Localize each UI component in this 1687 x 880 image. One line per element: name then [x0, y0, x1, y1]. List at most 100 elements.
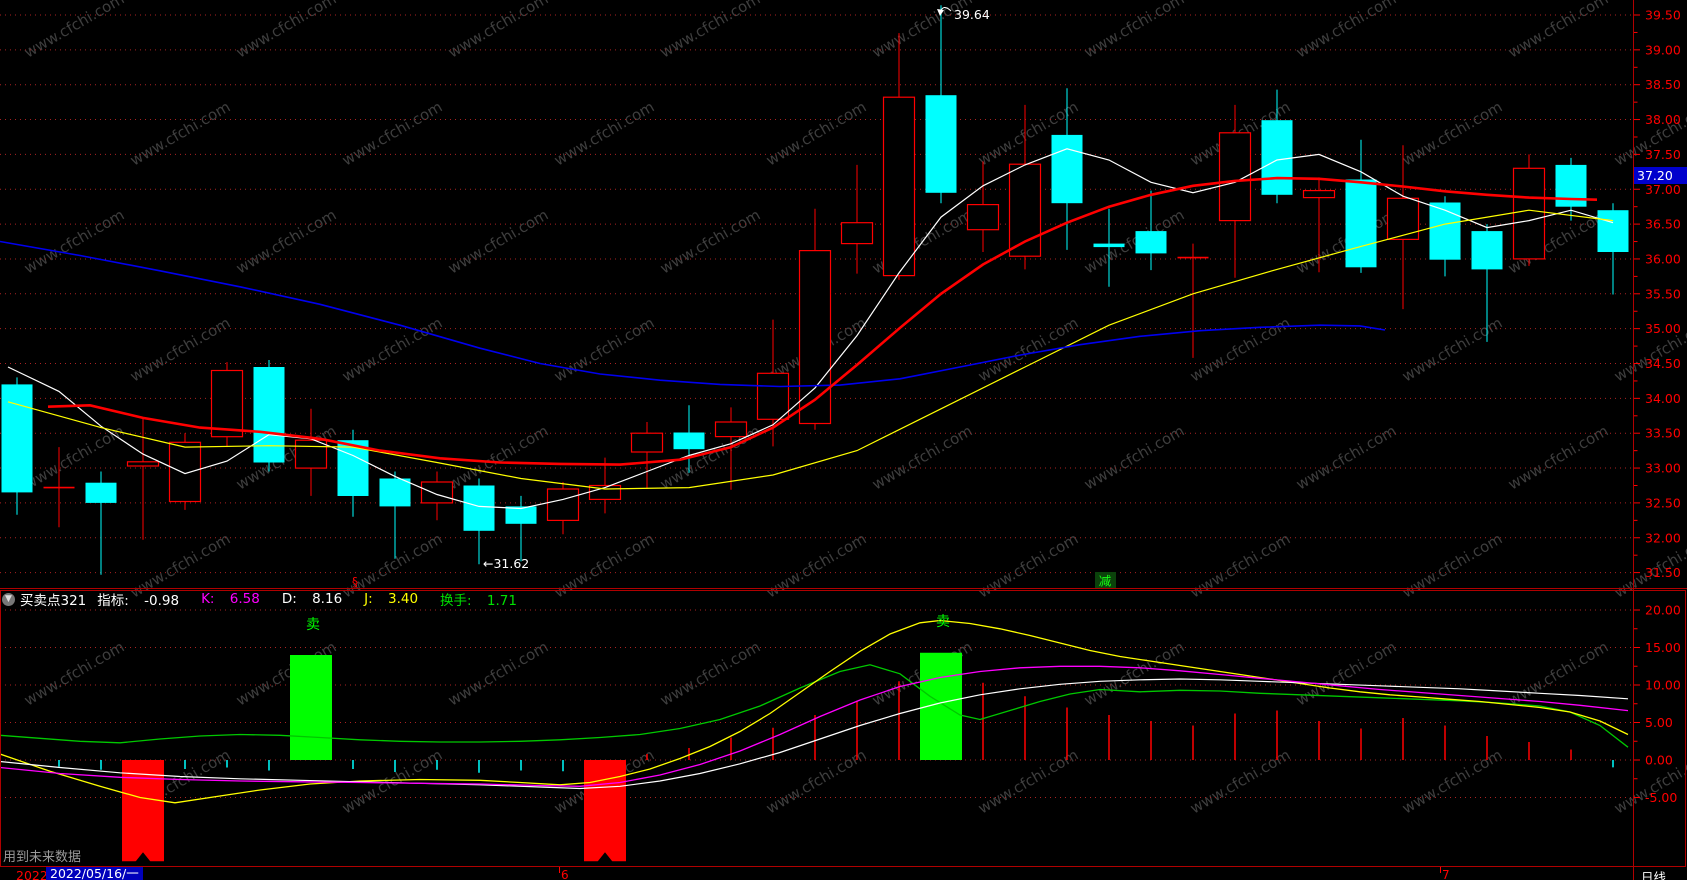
indicator-k: K: 6.58	[201, 591, 260, 607]
y-axis-label: 10.00	[1645, 678, 1681, 693]
y-axis-label: 31.50	[1645, 565, 1681, 580]
candle-up[interactable]	[840, 222, 874, 245]
watermark: www.cfchi.com	[1293, 638, 1399, 710]
watermark: www.cfchi.com	[127, 98, 233, 170]
indicator-line	[0, 665, 1629, 787]
month-label: 7	[1442, 868, 1450, 880]
y-axis-label: 39.00	[1645, 42, 1681, 57]
candle-up[interactable]	[630, 432, 664, 453]
watermark: www.cfchi.com	[1293, 0, 1399, 61]
candle-down[interactable]	[1345, 179, 1377, 268]
y-axis-label: 37.50	[1645, 147, 1681, 162]
selected-date[interactable]: 2022/05/16/一	[46, 867, 143, 880]
histogram-tick	[478, 760, 480, 773]
candle-down[interactable]	[1597, 210, 1629, 252]
y-axis-label: 33.50	[1645, 426, 1681, 441]
histogram-tick	[1108, 715, 1110, 760]
y-axis-label: 38.00	[1645, 112, 1681, 127]
candle-down[interactable]	[379, 478, 411, 507]
candle-down[interactable]	[925, 95, 957, 193]
candle-down[interactable]	[673, 432, 705, 450]
period-selector[interactable]: 日线	[1641, 870, 1667, 880]
watermark: www.cfchi.com	[1081, 206, 1187, 278]
candle-down[interactable]	[1135, 231, 1167, 254]
candle-up[interactable]	[714, 421, 748, 438]
watermark: www.cfchi.com	[657, 206, 763, 278]
sell-signal-label: 卖	[306, 617, 320, 633]
candle-up[interactable]	[882, 96, 916, 277]
watermark: www.cfchi.com	[1505, 638, 1611, 710]
indicator-line	[0, 678, 1629, 790]
candle-up[interactable]	[546, 488, 580, 521]
candle-up[interactable]	[966, 204, 1000, 231]
y-axis-label: 36.00	[1645, 251, 1681, 266]
section-mark: §	[352, 575, 358, 589]
indicator-turnover: 换手: 1.71	[440, 593, 517, 609]
candle-down[interactable]	[1051, 134, 1083, 204]
indicator-name[interactable]: 买卖点321	[20, 593, 87, 609]
watermark: www.cfchi.com	[975, 746, 1081, 818]
histogram-tick	[772, 727, 774, 760]
candle-down[interactable]	[1093, 243, 1125, 248]
candle-up[interactable]	[1302, 190, 1336, 199]
future-data-warning: 用到未来数据	[3, 850, 82, 865]
indicator-metric: 指标: -0.98	[97, 593, 180, 609]
low-annotation: ←31.62	[483, 556, 529, 571]
histogram-tick	[1066, 707, 1068, 760]
sell-signal-label: 卖	[936, 614, 950, 630]
candle-down[interactable]	[85, 482, 117, 503]
candle-down[interactable]	[1471, 231, 1503, 270]
chevron-down-icon[interactable]: ▼	[2, 592, 15, 606]
high-annotation: 39.64	[954, 7, 990, 22]
watermark: www.cfchi.com	[21, 638, 127, 710]
current-price-tag: 37.20	[1634, 167, 1687, 184]
candle-up[interactable]	[798, 250, 832, 425]
candle-down[interactable]	[505, 506, 537, 524]
candle-up[interactable]	[756, 372, 790, 420]
watermark: www.cfchi.com	[657, 638, 763, 710]
watermark: www.cfchi.com	[233, 0, 339, 61]
watermark: www.cfchi.com	[869, 422, 975, 494]
histogram-tick	[1024, 696, 1026, 760]
y-axis-label: 34.00	[1645, 391, 1681, 406]
candle-up[interactable]	[1512, 167, 1546, 260]
candle-up[interactable]	[294, 439, 328, 469]
y-axis-label: -5.00	[1645, 790, 1677, 805]
watermark: www.cfchi.com	[1399, 314, 1505, 386]
candle-up[interactable]	[420, 481, 454, 504]
y-axis-label: 35.50	[1645, 286, 1681, 301]
indicator-line	[0, 619, 1629, 804]
y-axis-label: 37.00	[1645, 182, 1681, 197]
y-axis-label: 32.00	[1645, 530, 1681, 545]
histogram-tick	[1192, 725, 1194, 760]
histogram-tick	[856, 700, 858, 760]
candle-down[interactable]	[463, 485, 495, 531]
candle-up[interactable]	[1386, 197, 1420, 241]
histogram-tick	[352, 760, 354, 769]
watermark: www.cfchi.com	[1399, 98, 1505, 170]
candle-up[interactable]	[126, 461, 160, 467]
histogram-tick	[982, 682, 984, 760]
candle-down[interactable]	[1429, 202, 1461, 260]
watermark: www.cfchi.com	[445, 638, 551, 710]
indicator-header: ▼ 买卖点321 指标: -0.98 K: 6.58 D: 8.16 J: 3.…	[2, 591, 539, 609]
watermark: www.cfchi.com	[975, 314, 1081, 386]
annotation-arrowhead	[937, 9, 944, 16]
watermark: www.cfchi.com	[339, 314, 445, 386]
histogram-tick	[730, 737, 732, 760]
candle-down[interactable]	[253, 367, 285, 463]
candle-down[interactable]	[1261, 120, 1293, 195]
candle-up[interactable]	[210, 369, 244, 438]
histogram-tick	[814, 715, 816, 760]
candle-down[interactable]	[1, 384, 33, 493]
watermark: www.cfchi.com	[657, 0, 763, 61]
candle-up[interactable]	[168, 441, 202, 503]
watermark: www.cfchi.com	[1293, 422, 1399, 494]
indicator-line	[7, 209, 1614, 490]
watermark: www.cfchi.com	[1081, 0, 1187, 61]
watermark: www.cfchi.com	[1399, 746, 1505, 818]
sub-panel-border	[0, 590, 1686, 867]
y-axis-label: 38.50	[1645, 77, 1681, 92]
y-axis-label: 33.00	[1645, 461, 1681, 476]
histogram-tick	[226, 760, 228, 768]
